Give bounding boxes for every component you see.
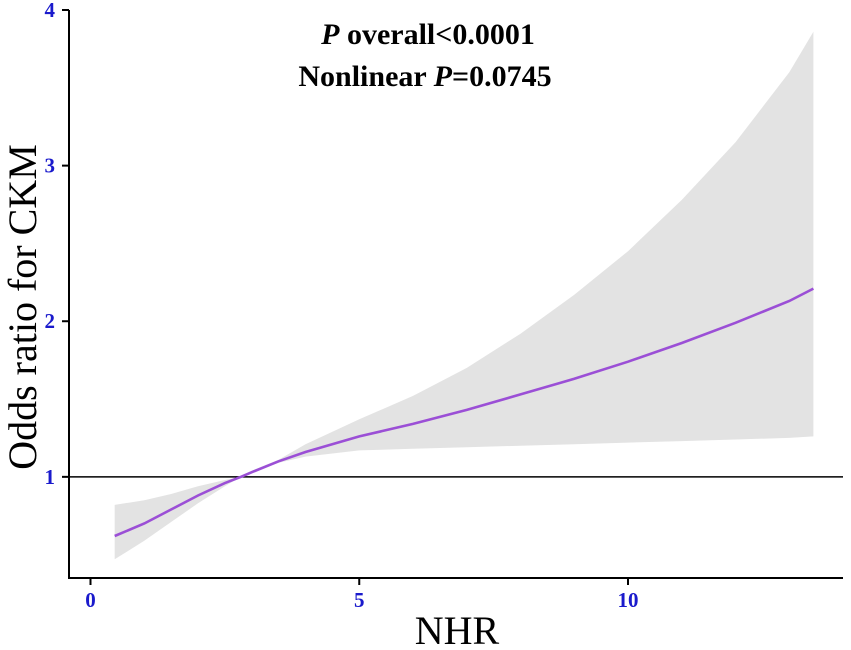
y-tick-label: 3 [45,154,56,178]
odds-ratio-curve [114,287,814,538]
p-overall-annotation: P overall<0.0001 [320,18,535,51]
x-tick-label: 5 [354,588,365,612]
x-tick-label: 10 [618,588,639,612]
y-tick-label: 2 [45,309,56,333]
confidence-band [114,31,814,560]
p-nonlinear-annotation: Nonlinear P=0.0745 [298,60,551,93]
x-axis-title: NHR [415,608,500,650]
x-ticks: 0 5 10 [85,578,639,612]
x-tick-label: 0 [85,588,96,612]
y-tick-label: 4 [45,0,56,22]
y-tick-label: 1 [45,465,56,489]
plot-area [69,31,843,560]
y-ticks: 1 2 3 4 [45,0,69,489]
y-axis-title: Odds ratio for CKM [0,144,45,470]
